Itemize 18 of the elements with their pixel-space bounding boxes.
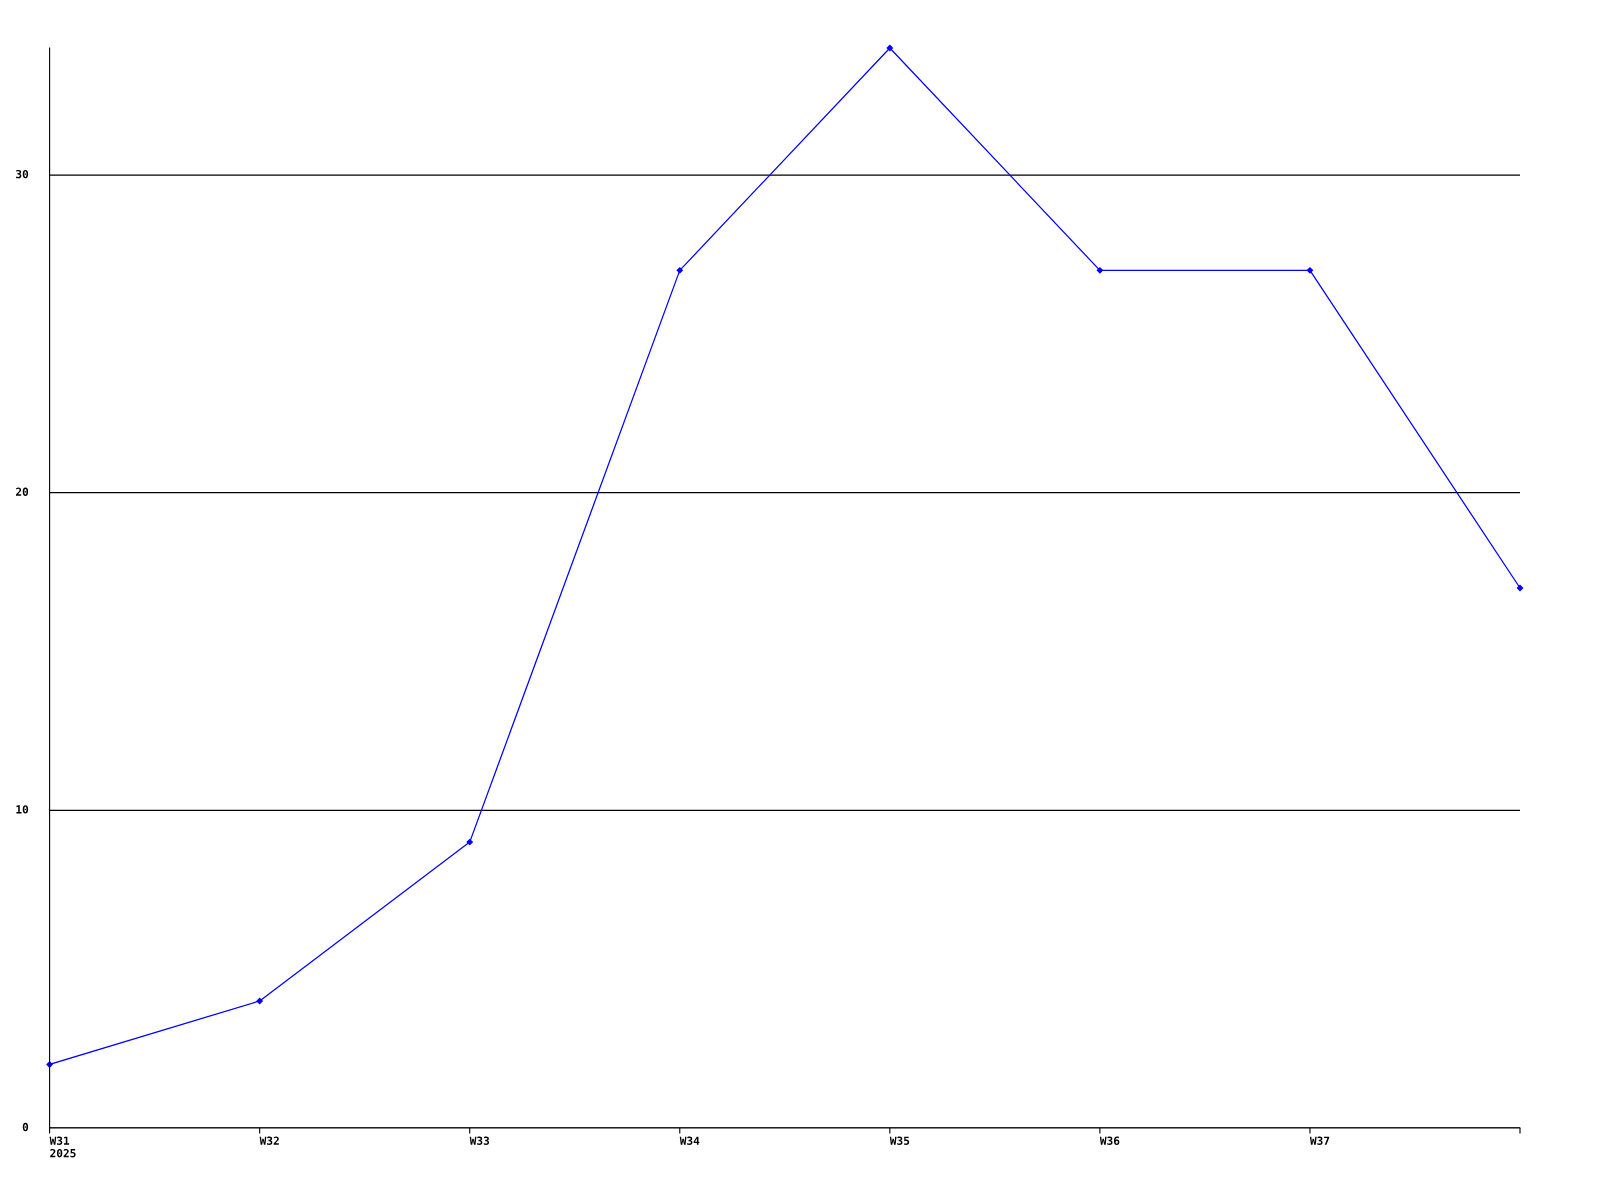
x-tick-label: W35 (889, 1136, 910, 1145)
x-tick-label: W34 (679, 1136, 700, 1145)
point (886, 44, 893, 52)
x-tick-label: W36 (1099, 1136, 1120, 1145)
point (1096, 267, 1104, 274)
point (676, 267, 683, 274)
point (1516, 584, 1524, 592)
y-tick-label: 30 (16, 169, 29, 179)
x-tick-label: W33 (469, 1136, 490, 1145)
point (1306, 267, 1314, 274)
x-tick-label: W32 (259, 1136, 279, 1145)
point (466, 838, 473, 846)
point (256, 997, 263, 1005)
x-tick-label: W37 (1309, 1136, 1330, 1145)
y-tick-label: 10 (16, 805, 29, 814)
y-tick-label: 20 (16, 487, 29, 496)
y-tick-label: 0 (22, 1122, 29, 1132)
x-tick-label: W31 2025 (49, 1136, 76, 1158)
